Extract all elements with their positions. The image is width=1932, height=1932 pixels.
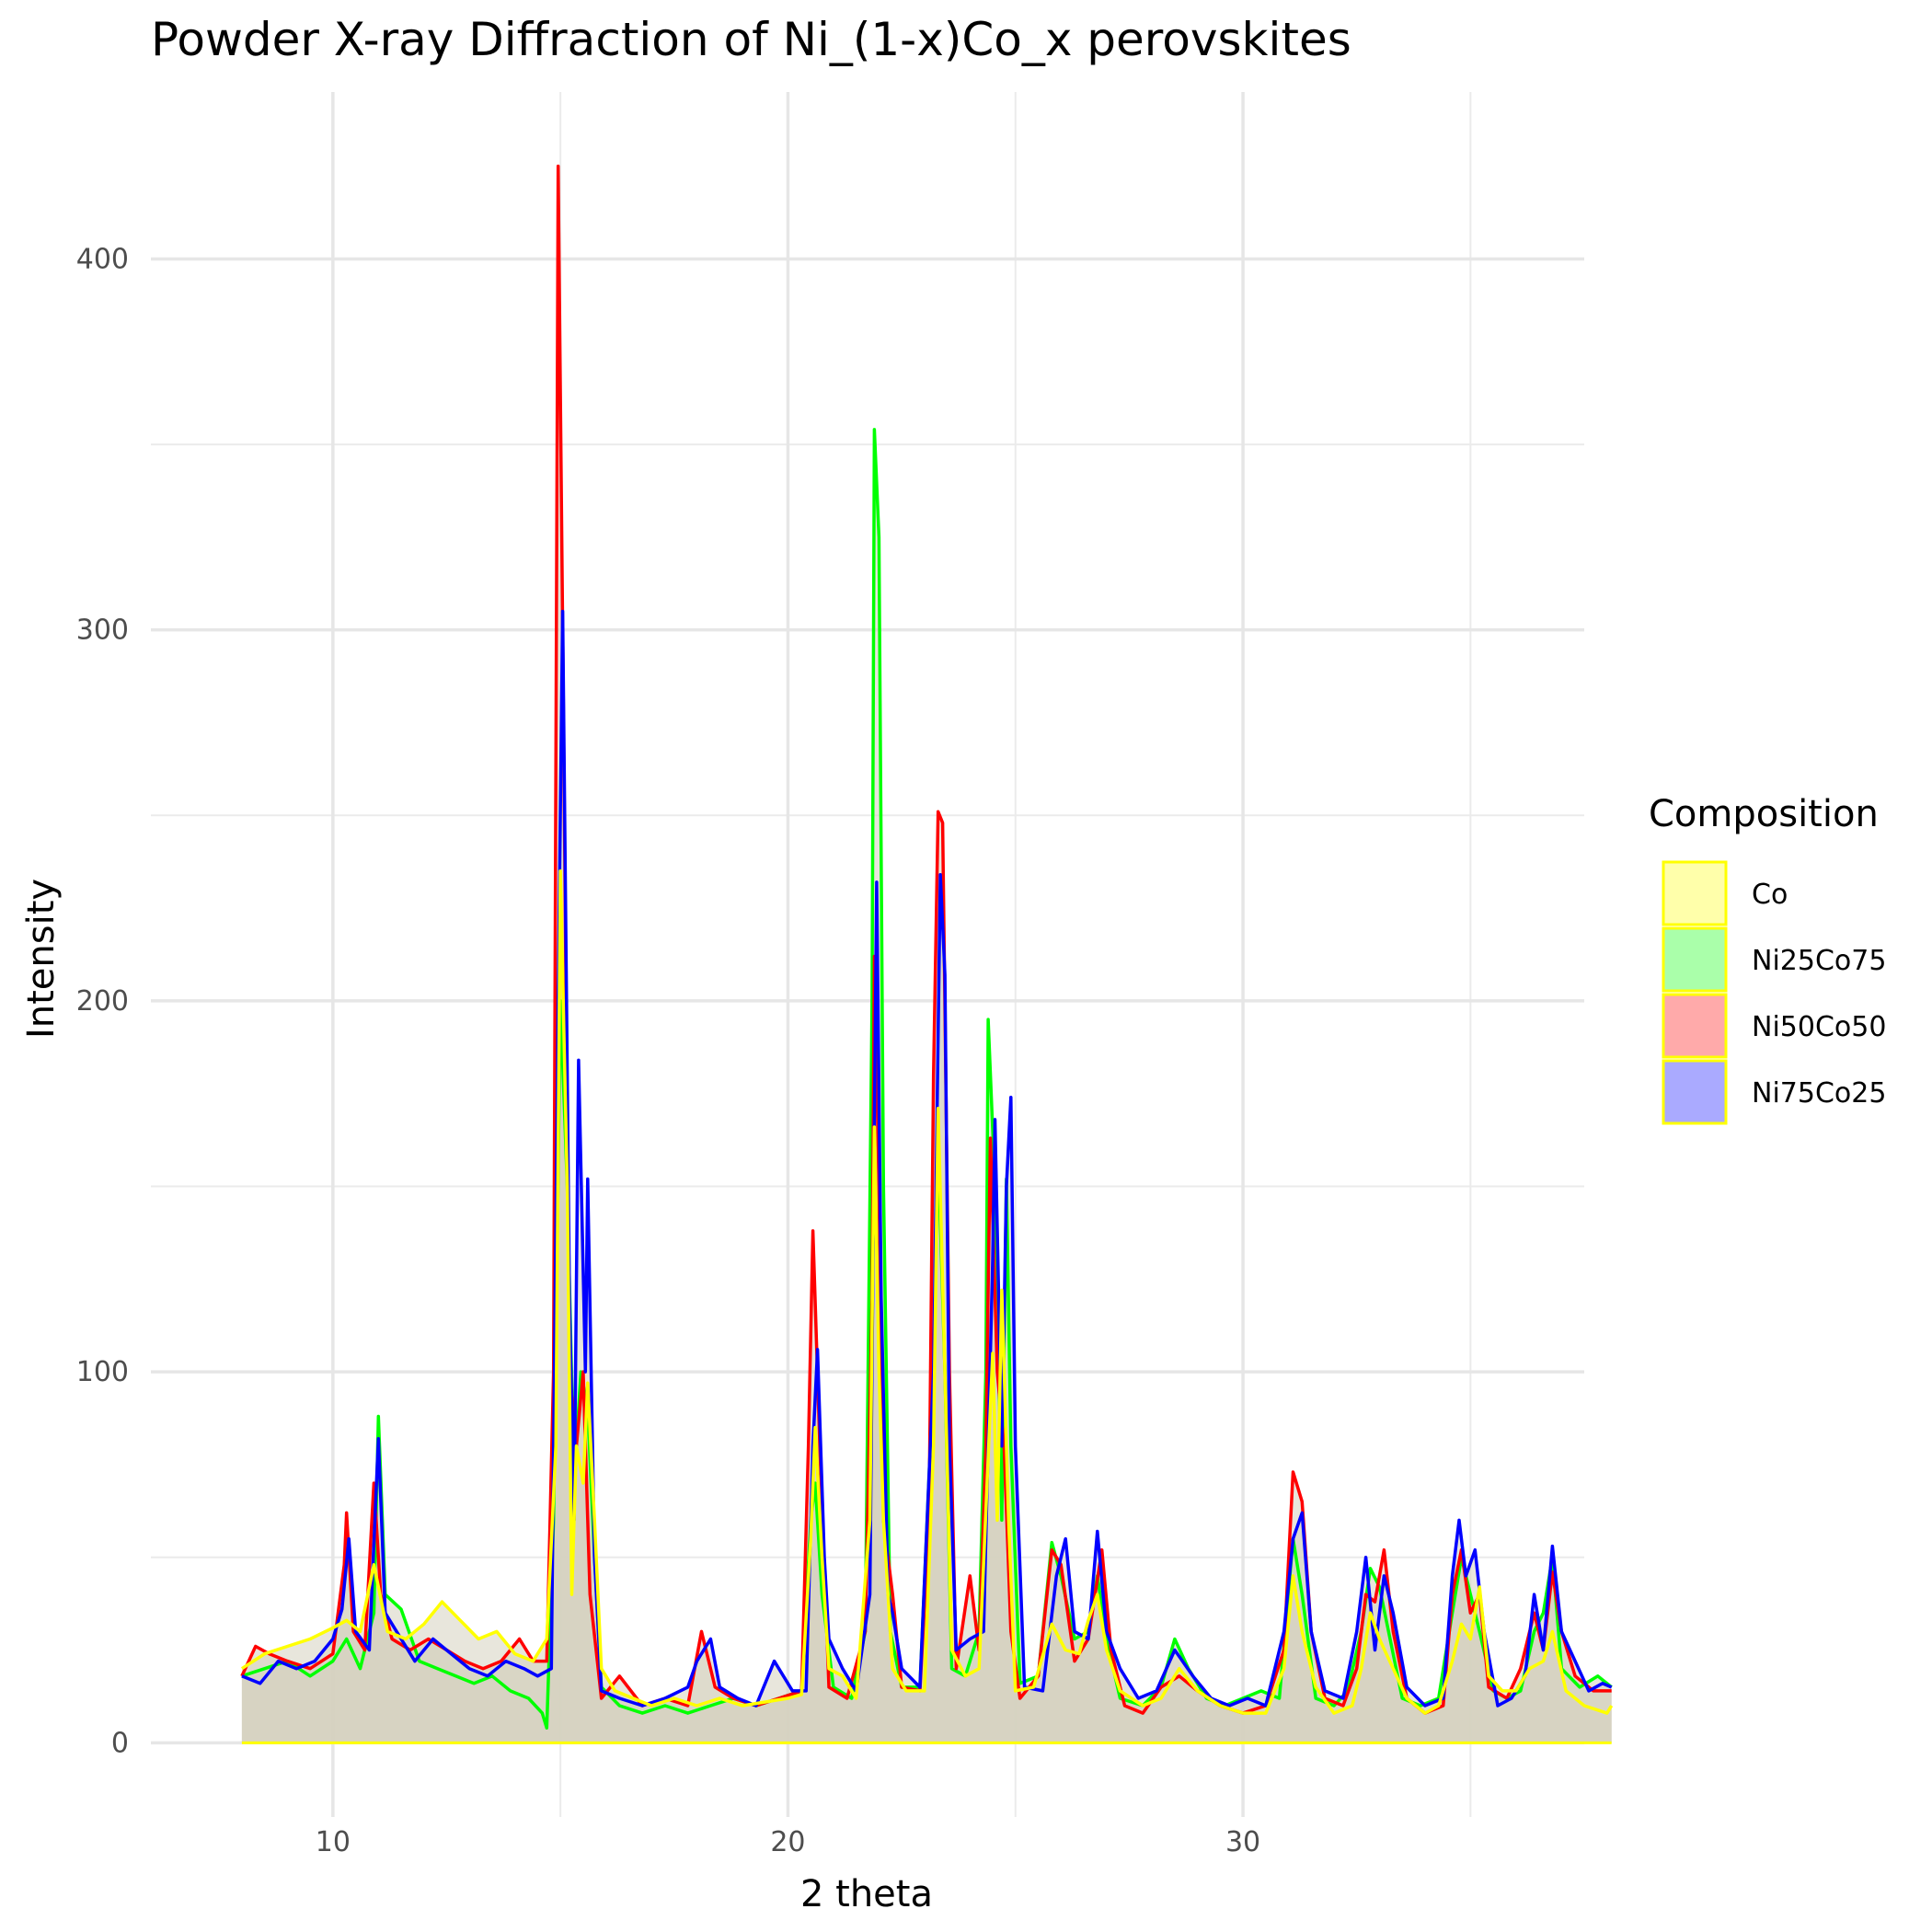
x-tick-label: 10 [316,1826,351,1858]
legend-swatch-co [1662,860,1728,926]
y-tick-label: 100 [76,1356,129,1388]
legend-swatch-ni25co75 [1662,926,1728,993]
y-tick-label: 200 [76,985,129,1018]
legend-label-ni50co50: Ni50Co50 [1752,1011,1886,1043]
series-line-co [240,869,1614,1715]
x-tick-label: 30 [1225,1826,1260,1858]
legend-label-ni25co75: Ni25Co75 [1752,945,1886,977]
y-axis-title: Intensity [20,879,63,1039]
y-tick-labels: 0 100 200 300 400 [76,243,129,1759]
y-tick-label: 400 [76,243,129,275]
series-lines [240,164,1614,1730]
chart-title: Powder X-ray Diffraction of Ni_(1-x)Co_x… [151,13,1351,66]
x-axis-title: 2 theta [800,1873,933,1915]
x-tick-labels: 10 20 30 [316,1826,1260,1858]
legend: Composition Co Ni25Co75 Ni50Co50 Ni75Co25 [1649,793,1886,1125]
legend-label-co: Co [1752,879,1788,911]
legend-swatch-ni50co50 [1662,993,1728,1059]
series-line-ni50co50 [240,164,1612,1715]
legend-label-ni75co25: Ni75Co25 [1752,1077,1886,1110]
legend-title: Composition [1649,793,1879,835]
legend-swatch-ni75co25 [1662,1059,1728,1125]
x-tick-label: 20 [770,1826,805,1858]
y-tick-label: 0 [111,1727,129,1759]
y-tick-label: 300 [76,615,129,647]
series-line-ni75co25 [241,609,1613,1708]
